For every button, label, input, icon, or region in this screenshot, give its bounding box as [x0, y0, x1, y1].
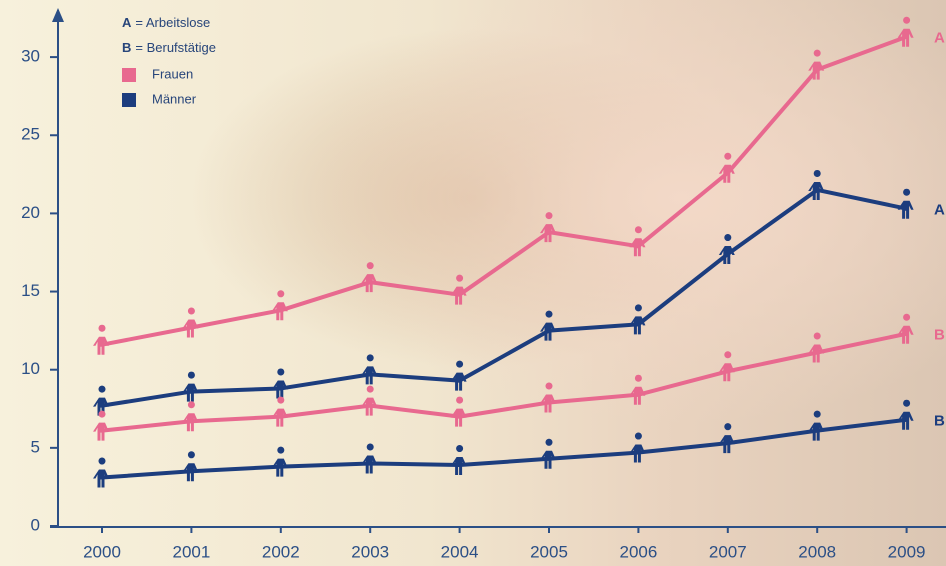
note-text: = Arbeitslose — [135, 15, 210, 30]
x-tick-label: 2003 — [351, 542, 389, 561]
series-line — [101, 417, 907, 480]
series-end-label: A — [934, 202, 945, 219]
marker — [182, 371, 199, 402]
y-tick-label: 0 — [31, 515, 40, 534]
marker — [450, 274, 467, 305]
series-line — [101, 187, 908, 408]
legend-label: Frauen — [152, 66, 193, 81]
marker — [450, 445, 467, 476]
y-tick-label: 5 — [31, 437, 40, 456]
marker — [361, 354, 378, 385]
marker — [540, 438, 556, 469]
marker — [450, 360, 467, 391]
marker — [718, 152, 735, 183]
marker — [93, 410, 109, 441]
y-tick-label: 15 — [21, 281, 40, 300]
marker — [629, 432, 646, 463]
marker — [540, 212, 556, 243]
x-tick-label: 2005 — [530, 542, 568, 561]
series-line — [101, 331, 908, 433]
marker — [182, 307, 199, 338]
x-tick-label: 2009 — [888, 542, 926, 561]
series-line — [101, 34, 908, 347]
y-tick-label: 30 — [21, 47, 40, 66]
marker — [182, 401, 199, 432]
marker — [540, 382, 556, 413]
marker — [897, 313, 914, 344]
marker — [718, 423, 735, 454]
x-tick-label: 2000 — [83, 542, 121, 561]
marker — [93, 324, 109, 355]
legend-swatch — [122, 68, 136, 82]
marker — [361, 262, 378, 293]
marker — [629, 374, 646, 405]
y-tick-label: 10 — [21, 359, 40, 378]
marker — [182, 451, 199, 482]
marker — [271, 446, 288, 477]
plot — [93, 16, 914, 488]
marker — [271, 396, 288, 427]
marker — [271, 368, 288, 399]
y-axis-arrow — [52, 8, 64, 22]
marker — [897, 188, 914, 219]
x-tick-label: 2007 — [709, 542, 747, 561]
note-key: A — [122, 15, 132, 30]
marker — [271, 290, 288, 321]
marker — [808, 49, 825, 80]
marker — [629, 304, 646, 335]
marker — [361, 385, 378, 416]
legend-note: A = Arbeitslose — [122, 15, 210, 30]
note-key: B — [122, 40, 131, 55]
x-tick-label: 2008 — [798, 542, 836, 561]
y-tick-label: 20 — [21, 203, 40, 222]
marker — [718, 234, 735, 265]
marker — [361, 443, 378, 474]
legend-swatch — [122, 93, 136, 107]
x-tick-label: 2006 — [619, 542, 657, 561]
marker — [450, 396, 467, 427]
legend-label: Männer — [152, 91, 197, 106]
series-end-label: B — [934, 327, 945, 344]
x-tick-label: 2004 — [441, 542, 479, 561]
marker — [808, 169, 825, 200]
marker — [808, 332, 825, 363]
marker — [93, 385, 109, 416]
note-text: = Berufstätige — [135, 40, 216, 55]
marker — [897, 16, 914, 47]
legend-note: B = Berufstätige — [122, 40, 216, 55]
series-end-label: A — [934, 30, 945, 47]
marker — [629, 226, 646, 257]
marker — [718, 351, 735, 382]
series-end-label: B — [934, 413, 945, 430]
marker — [93, 457, 109, 488]
x-tick-label: 2002 — [262, 542, 300, 561]
marker — [897, 399, 914, 430]
marker — [808, 410, 825, 441]
marker — [540, 310, 556, 341]
y-tick-label: 25 — [21, 125, 40, 144]
x-tick-label: 2001 — [172, 542, 210, 561]
